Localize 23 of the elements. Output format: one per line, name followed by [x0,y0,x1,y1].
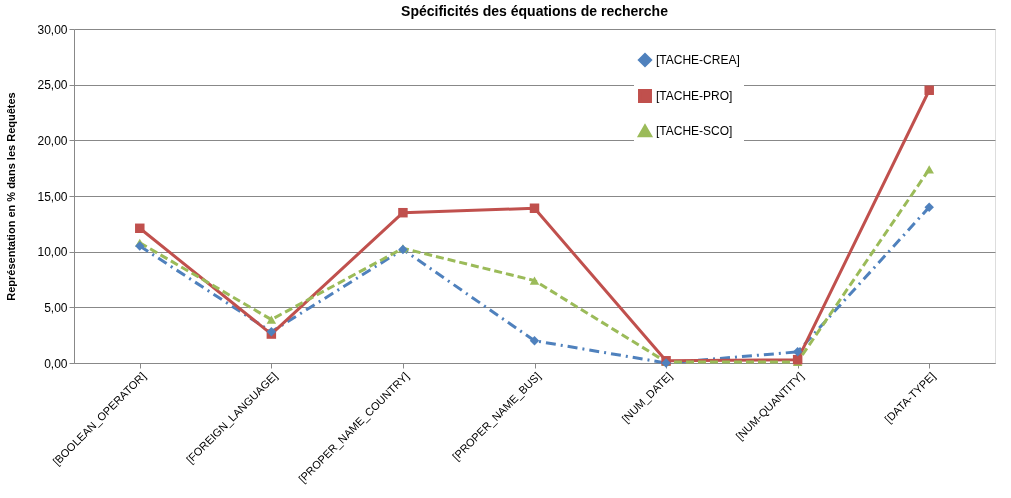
point [135,241,145,251]
point [529,203,540,213]
y-tick-label: 10,00 [37,245,68,260]
point [924,165,934,174]
chart-title: Spécificités des équations de recherche [401,3,669,19]
y-tick-label: 30,00 [37,22,68,37]
legend-label: [TACHE-SCO] [656,124,733,138]
point [398,207,408,218]
point [135,223,145,234]
y-tick-label: 25,00 [37,78,68,93]
point [924,85,934,95]
legend-label: [TACHE-CREA] [656,53,740,67]
point [924,202,934,212]
point [792,347,803,357]
y-tick-label: 5,00 [44,300,68,315]
point [266,315,277,324]
y-axis-title: Représentation en % dans les Requêtes [5,92,18,301]
y-tick-label: 15,00 [37,189,68,204]
point [529,335,540,346]
y-tick-label: 0,00 [44,356,68,371]
y-tick-label: 20,00 [37,133,68,148]
legend-label: [TACHE-PRO] [656,89,733,103]
point [529,276,540,285]
